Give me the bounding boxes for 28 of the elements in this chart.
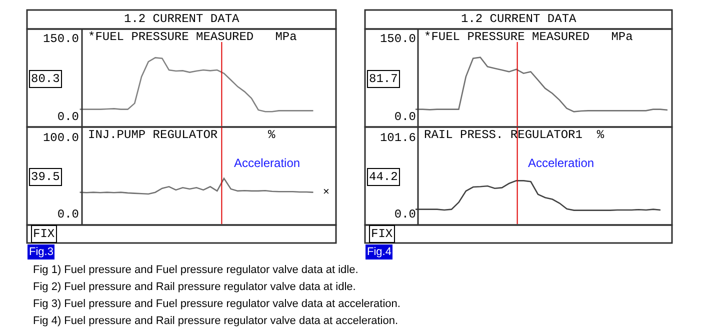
chart-title: 1.2 CURRENT DATA bbox=[124, 12, 240, 26]
annotation: Acceleration bbox=[528, 156, 594, 170]
chart-subtitle: *FUEL PRESSURE MEASURED MPa bbox=[424, 30, 633, 44]
text: 81.7 bbox=[369, 72, 398, 86]
annotation: Acceleration bbox=[234, 156, 300, 170]
caption: Fig 3) Fuel pressure and Fuel pressure regulator valve data at acceleration. bbox=[33, 298, 400, 310]
caption: Fig.3 bbox=[29, 246, 54, 258]
y-tick-label: 150.0 bbox=[380, 32, 416, 46]
y-tick-label: 0.0 bbox=[394, 208, 416, 222]
y-tick-label: 0.0 bbox=[394, 110, 416, 124]
text: 80.3 bbox=[31, 72, 60, 86]
chart-title: 1.2 CURRENT DATA bbox=[461, 12, 578, 26]
text: 39.5 bbox=[31, 170, 60, 184]
caption: Fig.4 bbox=[367, 246, 392, 258]
text: FIX bbox=[33, 227, 55, 241]
text: FIX bbox=[371, 227, 393, 241]
y-tick-label: 101.6 bbox=[380, 130, 416, 145]
text: × bbox=[323, 186, 330, 198]
text: 44.2 bbox=[369, 170, 398, 184]
caption: Fig 1) Fuel pressure and Fuel pressure regulator valve data at idle. bbox=[33, 264, 358, 276]
y-tick-label: 150.0 bbox=[42, 32, 79, 46]
y-tick-label: 100.0 bbox=[42, 130, 79, 145]
y-tick-label: 0.0 bbox=[57, 110, 79, 124]
chart-subtitle: *FUEL PRESSURE MEASURED MPa bbox=[88, 30, 297, 44]
y-tick-label: 0.0 bbox=[57, 208, 79, 222]
caption: Fig 2) Fuel pressure and Rail pressure regulator valve data at idle. bbox=[33, 281, 356, 293]
caption: Fig 4) Fuel pressure and Rail pressure regulator valve data at acceleration. bbox=[33, 315, 398, 327]
chart-subtitle: INJ.PUMP REGULATOR % bbox=[88, 128, 276, 142]
